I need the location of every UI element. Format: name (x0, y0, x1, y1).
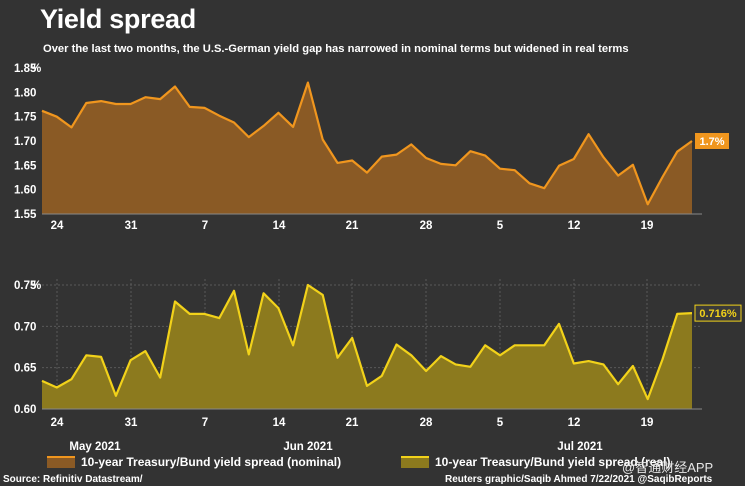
y-tick-real-2: 0.70 (14, 321, 36, 333)
legend-swatch-real (401, 456, 429, 468)
x-tick-real-3: 14 (273, 417, 286, 429)
chart-subtitle: Over the last two months, the U.S.-Germa… (43, 43, 629, 55)
x-tick-nominal-8: 19 (641, 220, 654, 232)
y-tick-nominal-2: 1.65 (14, 160, 37, 172)
x-tick-real-2: 7 (202, 417, 208, 429)
legend-swatch-nominal (47, 456, 75, 468)
real-spread-chart: 0.60 0.65 0.70 0.75% 24 31 7 14 21 28 5 12 19 May 202… (14, 279, 742, 453)
legend-label-nominal: 10-year Treasury/Bund yield spread (nomi… (81, 455, 342, 469)
y-tick-nominal-1: 1.60 (14, 185, 36, 197)
last-value-box-real (694, 304, 742, 322)
y-tick-nominal-0: 1.55 (14, 209, 37, 221)
last-value-label-nominal: 1.7% (699, 136, 724, 148)
x-tick-nominal-3: 14 (273, 220, 286, 232)
x-tick-nominal-7: 12 (568, 220, 581, 232)
credit-note: Reuters graphic/Saqib Ahmed 7/22/2021 @S… (445, 474, 713, 485)
x-tick-real-1: 31 (125, 417, 138, 429)
y-tick-nominal-4: 1.75 (14, 112, 37, 124)
source-note: Source: Refinitiv Datastream/ (3, 474, 143, 485)
legend-label-real: 10-year Treasury/Bund yield spread (real… (435, 455, 671, 469)
y-unit-nominal: % (31, 63, 41, 75)
y-unit-real: % (31, 280, 41, 292)
area-fill-real (42, 285, 692, 409)
x-tick-nominal-2: 7 (202, 220, 208, 232)
y-tick-nominal-3: 1.70 (14, 136, 36, 148)
x-tick-real-8: 19 (641, 417, 654, 429)
y-tick-nominal-5: 1.80 (14, 87, 36, 99)
legend-item-nominal: 10-year Treasury/Bund yield spread (nomi… (47, 455, 341, 469)
last-value-box-nominal (695, 133, 729, 149)
chart-title: Yield spread (40, 4, 196, 34)
month-label-real-1: Jun 2021 (283, 441, 333, 453)
y-tick-real-1: 0.65 (14, 363, 37, 375)
x-tick-nominal-1: 31 (125, 220, 138, 232)
y-tick-real-3: 0.75 (14, 280, 37, 292)
watermark: @智通财经APP (622, 460, 714, 475)
nominal-spread-chart: 1.55 1.60 1.65 1.70 1.75 1.80 1.85% 24 31 7 14 21 28… (14, 63, 729, 232)
x-tick-nominal-4: 21 (346, 220, 359, 232)
x-tick-nominal-0: 24 (51, 220, 64, 232)
x-tick-nominal-6: 5 (497, 220, 504, 232)
month-label-real-2: Jul 2021 (557, 441, 603, 453)
y-tick-nominal-6: 1.85 (14, 63, 37, 75)
month-label-real-0: May 2021 (69, 441, 121, 453)
legend-item-real: 10-year Treasury/Bund yield spread (real… (401, 455, 670, 469)
y-tick-real-0: 0.60 (14, 404, 36, 416)
x-tick-real-7: 12 (568, 417, 581, 429)
x-tick-real-0: 24 (51, 417, 64, 429)
x-tick-real-4: 21 (346, 417, 359, 429)
last-value-label-real: 0.716% (699, 308, 737, 320)
x-tick-real-6: 5 (497, 417, 504, 429)
x-tick-real-5: 28 (420, 417, 433, 429)
x-tick-nominal-5: 28 (420, 220, 433, 232)
area-fill-nominal (42, 82, 692, 214)
